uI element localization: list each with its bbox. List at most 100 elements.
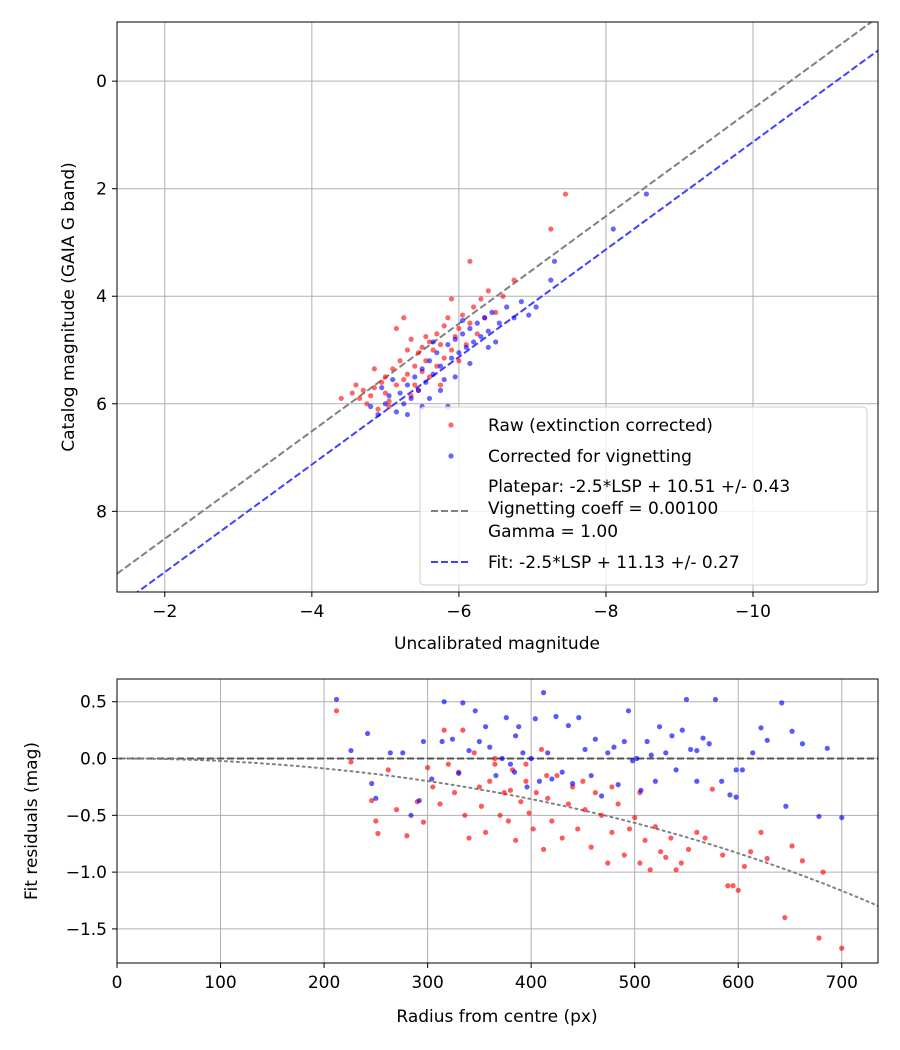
top-y-tick-label: 6	[96, 395, 107, 415]
residual-point	[764, 855, 770, 862]
residual-point	[513, 837, 519, 843]
residual-point	[549, 776, 555, 782]
scatter-point	[489, 309, 495, 315]
residual-point	[741, 863, 748, 870]
residual-point	[816, 935, 822, 941]
residual-point	[709, 786, 715, 792]
residual-point	[520, 750, 526, 756]
scatter-point	[430, 347, 436, 353]
residual-point	[725, 883, 731, 889]
scatter-point	[393, 382, 400, 388]
scatter-point	[364, 401, 370, 407]
residual-point	[730, 883, 736, 889]
top-y-tick-label: 4	[96, 287, 107, 307]
legend-label-platepar-line1: Platepar: -2.5*LSP + 10.51 +/- 0.43	[488, 477, 790, 497]
scatter-point	[467, 258, 473, 264]
legend-marker-raw	[448, 422, 454, 428]
residual-point	[492, 755, 498, 762]
residual-point	[511, 769, 518, 775]
residual-point	[530, 826, 536, 832]
residual-point	[385, 767, 391, 773]
residual-point	[712, 696, 719, 703]
scatter-point	[426, 339, 433, 345]
residual-point	[679, 727, 685, 733]
scatter-point	[397, 390, 403, 396]
scatter-point	[511, 277, 517, 283]
residual-point	[735, 887, 741, 893]
residual-point	[592, 790, 598, 796]
bottom-x-tick-label: 300	[411, 973, 443, 993]
residual-point	[820, 869, 826, 875]
residual-point	[482, 829, 489, 835]
residual-point	[678, 860, 684, 866]
scatter-point	[368, 393, 374, 399]
scatter-point	[511, 315, 517, 321]
legend-marker-corrected	[448, 453, 454, 459]
residual-point	[683, 696, 690, 703]
residual-point	[499, 755, 505, 762]
scatter-point	[404, 411, 411, 418]
scatter-point	[467, 320, 473, 326]
residual-point	[466, 747, 472, 754]
residual-point	[727, 792, 733, 798]
scatter-point	[493, 339, 499, 345]
top-y-tick-label: 0	[96, 72, 107, 92]
residual-point	[538, 746, 545, 753]
scatter-point	[401, 315, 407, 321]
residual-point	[621, 738, 627, 745]
residual-point	[748, 849, 754, 855]
top-fit-lines	[117, 22, 878, 592]
residual-point	[492, 761, 498, 767]
scatter-point	[452, 374, 458, 380]
scatter-point	[408, 336, 414, 342]
scatter-point	[382, 374, 388, 380]
scatter-point	[379, 385, 385, 391]
scatter-point	[368, 403, 374, 410]
residual-point	[642, 837, 648, 843]
scatter-point	[533, 304, 539, 310]
bottom-plot-frame	[116, 678, 879, 964]
bottom-y-axis-label: Fit residuals (mag)	[22, 742, 42, 900]
residual-point	[750, 750, 756, 756]
top-x-tick-label: −4	[299, 602, 324, 622]
residual-point	[460, 700, 466, 706]
residual-point	[615, 801, 621, 807]
legend-label-platepar-line2: Vignetting coeff = 0.00100	[488, 499, 718, 519]
top-chart: −2 −4 −6 −8 −10 0 2 4 6 8 Uncalibrated magnitude…	[59, 21, 879, 654]
residual-point	[565, 801, 572, 807]
residual-point	[839, 945, 845, 951]
residual-point	[518, 799, 524, 805]
scatter-point	[386, 398, 392, 404]
scatter-point	[401, 401, 407, 407]
scatter-point	[448, 347, 455, 353]
scatter-point	[459, 331, 466, 337]
scatter-point	[404, 347, 411, 353]
residual-point	[460, 727, 466, 733]
scatter-point	[445, 342, 451, 348]
residual-point	[451, 790, 458, 796]
scatter-point	[434, 331, 440, 337]
residual-point	[605, 860, 611, 866]
residual-point	[369, 780, 375, 787]
scatter-point	[393, 409, 400, 415]
residual-point	[545, 795, 551, 801]
top-x-axis-label: Uncalibrated magnitude	[394, 634, 600, 654]
scatter-point	[504, 304, 510, 310]
scatter-point	[437, 382, 444, 388]
residual-point	[471, 750, 477, 756]
residual-point	[720, 852, 726, 858]
scatter-point	[485, 344, 491, 350]
residual-point	[507, 761, 514, 767]
scatter-point	[474, 320, 480, 326]
scatter-point	[382, 390, 388, 396]
residual-point	[533, 790, 539, 796]
top-x-tick-label: −10	[735, 602, 771, 622]
residual-point	[605, 750, 611, 756]
residual-point	[387, 750, 393, 756]
residual-point	[598, 793, 605, 799]
scatter-point	[452, 336, 458, 342]
residual-point	[476, 784, 482, 790]
residual-point	[523, 778, 529, 784]
residual-point	[576, 715, 582, 721]
scatter-point	[456, 325, 462, 332]
